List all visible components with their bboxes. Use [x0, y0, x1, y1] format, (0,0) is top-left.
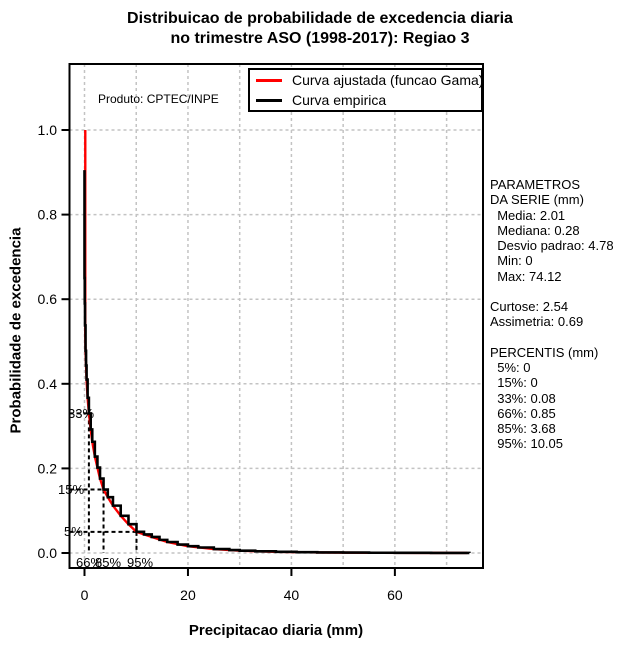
- product-watermark: Produto: CPTEC/INPE: [98, 92, 219, 106]
- legend-label-fitted: Curva ajustada (funcao Gama): [292, 72, 484, 88]
- annotation-exceedance-5: 5%: [64, 524, 83, 539]
- empirical-curve: [83, 170, 471, 555]
- statistics-percentiles-group: PERCENTIS (mm) 5%: 0 15%: 0 33%: 0.08 66…: [490, 345, 638, 452]
- y-tick-label: 0.4: [38, 376, 58, 392]
- x-tick-label: 40: [284, 587, 300, 603]
- x-tick-label: 0: [81, 587, 89, 603]
- x-axis-label: Precipitacao diaria (mm): [188, 622, 364, 639]
- statistics-moments-group: Curtose: 2.54 Assimetria: 0.69: [490, 299, 638, 330]
- stat-line: DA SERIE (mm): [490, 192, 584, 208]
- annotation-percentile-95: 95%: [127, 555, 154, 570]
- stat-line: Media: 2.01: [490, 207, 566, 223]
- fitted-curve: [84, 130, 468, 555]
- y-tick-label: 0.6: [38, 291, 58, 307]
- legend-line-sample-fitted: [256, 78, 282, 82]
- y-tick-label: 0.0: [38, 545, 58, 561]
- stat-line: 15%: 0: [490, 375, 538, 391]
- annotation-exceedance-15: 15%: [58, 482, 85, 497]
- plot-border: [68, 63, 484, 569]
- stat-line: Max: 74.12: [490, 268, 562, 284]
- chart-title-line2: no trimestre ASO (1998-2017): Regiao 3: [170, 30, 470, 47]
- stat-line: Assimetria: 0.69: [490, 314, 584, 330]
- y-tick-label: 0.8: [38, 207, 58, 223]
- statistics-parameters-group: PARAMETROS DA SERIE (mm) Media: 2.01 Med…: [490, 177, 638, 284]
- stat-line: PERCENTIS (mm): [490, 344, 599, 360]
- legend-item-fitted: Curva ajustada (funcao Gama): [256, 72, 484, 89]
- y-tick-label: 1.0: [38, 122, 58, 138]
- x-tick-label: 20: [180, 587, 196, 603]
- stat-line: Desvio padrao: 4.78: [490, 238, 614, 254]
- legend: Curva ajustada (funcao Gama) Curva empir…: [248, 68, 483, 112]
- stat-line: 85%: 3.68: [490, 421, 556, 437]
- y-axis-label: Probabilidade de excedencia: [7, 227, 25, 434]
- stat-line: Min: 0: [490, 253, 533, 269]
- legend-line-sample-empirical: [256, 98, 282, 102]
- stat-line: PARAMETROS: [490, 177, 581, 192]
- stat-line: 66%: 0.85: [490, 405, 556, 421]
- legend-item-empirical: Curva empirica: [256, 92, 481, 109]
- stat-line: 95%: 10.05: [490, 436, 563, 452]
- y-tick-label: 0.2: [38, 460, 58, 476]
- annotation-exceedance-33: 33%: [68, 406, 95, 421]
- legend-label-empirical: Curva empirica: [292, 92, 387, 108]
- annotation-percentile-85: 85%: [95, 555, 122, 570]
- stat-line: 33%: 0.08: [490, 390, 556, 406]
- x-tick-label: 60: [387, 587, 403, 603]
- stat-line: Mediana: 0.28: [490, 222, 580, 238]
- stat-line: Curtose: 2.54: [490, 299, 569, 315]
- chart-title-line1: Distribuicao de probabilidade de exceden…: [127, 10, 513, 27]
- statistics-panel: PARAMETROS DA SERIE (mm) Media: 2.01 Med…: [490, 177, 638, 467]
- annotation-percentile-66: 66%: [76, 555, 103, 570]
- stat-line: 5%: 0: [490, 359, 531, 375]
